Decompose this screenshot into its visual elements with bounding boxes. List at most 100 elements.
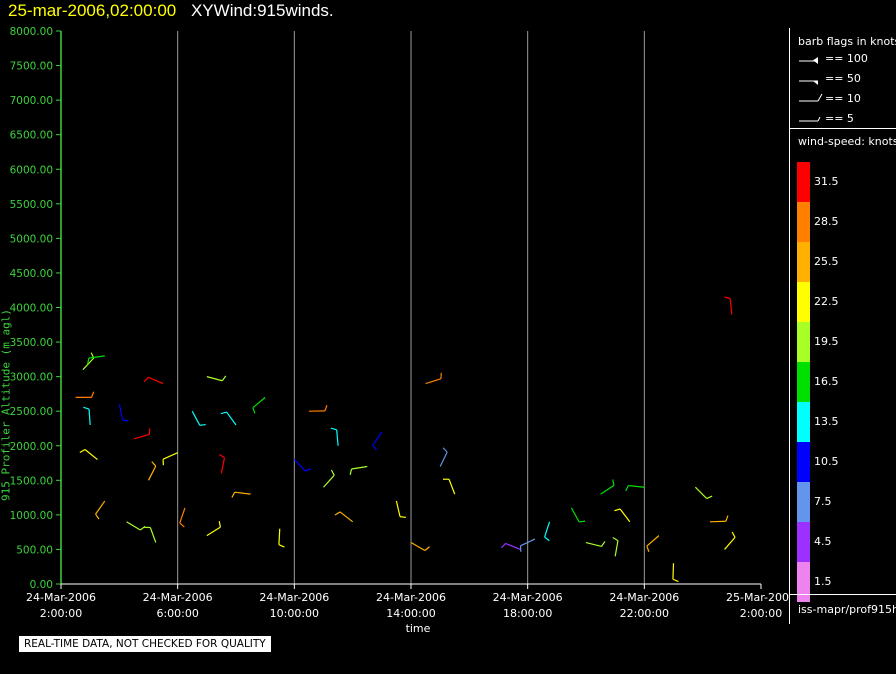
windspeed-label: 7.5 [814, 495, 832, 508]
windspeed-swatch [797, 522, 810, 562]
y-tick-label: 1500.00 [10, 475, 53, 487]
chart-title: 25-mar-2006,02:00:00 XYWind:915winds. [8, 1, 334, 23]
y-tick-label: 8000.00 [10, 26, 53, 38]
wind-barb [147, 461, 157, 481]
wind-barb [330, 427, 339, 446]
legend-divider [790, 128, 896, 129]
wind-barb [75, 391, 95, 398]
y-tick-label: 6500.00 [10, 130, 53, 142]
barb-50-icon [799, 80, 818, 85]
x-tick-label-date: 24-Mar-2006 [493, 591, 563, 604]
windspeed-label: 10.5 [814, 455, 839, 468]
wind-barb [646, 535, 660, 552]
wind-barb [519, 538, 536, 552]
data-source-label: iss-mapr/prof915h [798, 603, 896, 616]
legend-panel: barb flags in knots == 100 == 50 == 10 =… [789, 28, 896, 624]
wind-barb [179, 507, 186, 528]
barb-legend-title: barb flags in knots [798, 35, 896, 48]
y-tick-label: 1000.00 [10, 510, 53, 522]
vertical-gridlines [177, 31, 645, 584]
wind-barb [625, 484, 645, 492]
windspeed-label: 28.5 [814, 215, 839, 228]
wind-barb [278, 528, 285, 548]
x-tick-label-time: 14:00:00 [386, 607, 435, 620]
barb-legend-item-10: == 10 [798, 92, 896, 106]
wind-barb [144, 526, 157, 543]
barb-legend-label: == 10 [825, 92, 861, 105]
wind-barb [252, 396, 266, 414]
wind-barb [694, 486, 713, 500]
wind-barb [231, 491, 251, 498]
windspeed-label: 22.5 [814, 295, 839, 308]
wind-barb [672, 563, 679, 583]
wind-barb [219, 454, 226, 474]
y-tick-label: 5500.00 [10, 199, 53, 211]
windspeed-label: 13.5 [814, 415, 839, 428]
windspeed-label: 4.5 [814, 535, 832, 548]
barb-legend-label: == 100 [825, 52, 868, 65]
wind-barb [614, 508, 631, 523]
x-tick-label-time: 22:00:00 [620, 607, 669, 620]
windspeed-swatch [797, 242, 810, 282]
wind-barb [133, 428, 151, 440]
wind-barb [410, 542, 430, 552]
barb-5-icon [799, 116, 821, 122]
wind-barb [220, 411, 237, 426]
windspeed-swatch [797, 402, 810, 442]
windspeed-label: 31.5 [814, 175, 839, 188]
x-tick-label-date: 24-Mar-2006 [376, 591, 446, 604]
wind-barb [126, 521, 146, 531]
y-tick-label: 2000.00 [10, 441, 53, 453]
title-datetime: 25-mar-2006,02:00:00 [8, 1, 177, 20]
barb-legend-label: == 5 [825, 112, 854, 125]
wind-barb [709, 515, 729, 523]
wind-barb [206, 375, 227, 382]
y-tick-label: 500.00 [16, 544, 53, 556]
wind-barb [372, 431, 383, 451]
wind-barb [544, 521, 551, 542]
windspeed-swatch [797, 482, 810, 522]
wind-barb [585, 541, 606, 547]
windspeed-label: 25.5 [814, 255, 839, 268]
wind-barb [308, 405, 328, 412]
y-tick-label: 4500.00 [10, 268, 53, 280]
windspeed-swatch [797, 162, 810, 202]
axes: 0.00 500.00 1000.00 1500.00 2000.00 2500.00 30… [10, 26, 790, 620]
y-tick-label: 7000.00 [10, 95, 53, 107]
barb-legend-item-5: == 5 [798, 112, 896, 126]
wind-barb [162, 452, 178, 466]
x-tick-label-time: 2:00:00 [40, 607, 82, 620]
wind-barb [349, 465, 368, 475]
y-tick-label: 2500.00 [10, 406, 53, 418]
wind-barb [334, 511, 354, 523]
barb-legend-item-50: == 50 [798, 72, 896, 86]
windspeed-label: 16.5 [814, 375, 839, 388]
windspeed-swatch [797, 562, 810, 602]
wind-barb [86, 355, 105, 365]
wind-barb [724, 296, 733, 315]
x-tick-label-time: 10:00:00 [270, 607, 319, 620]
y-tick-label: 3500.00 [10, 337, 53, 349]
wind-barb [724, 531, 736, 550]
wind-barb [79, 448, 98, 461]
barb-100-icon [799, 57, 818, 64]
wind-barb [570, 507, 586, 523]
wind-barb [425, 372, 442, 385]
wind-barb [293, 459, 312, 472]
y-tick-label: 3000.00 [10, 372, 53, 384]
wind-barb [323, 469, 335, 488]
windspeed-label: 19.5 [814, 335, 839, 348]
wind-barb [118, 404, 129, 422]
title-product-name: XYWind:915winds. [190, 1, 334, 20]
barb-legend-item-100: == 100 [798, 52, 896, 66]
x-tick-label-date: 24-Mar-2006 [609, 591, 679, 604]
y-tick-label: 7500.00 [10, 61, 53, 73]
plot-area: 0.00 500.00 1000.00 1500.00 2000.00 2500.00 30… [10, 26, 790, 620]
x-tick-label-date: 25-Mar-2006 [726, 591, 790, 604]
wind-barb [83, 406, 91, 426]
x-axis-label: time [405, 622, 431, 635]
wind-barb [612, 537, 619, 557]
x-tick-label-time: 2:00:00 [740, 607, 782, 620]
barb-10-icon [799, 93, 823, 102]
windspeed-swatch [797, 202, 810, 242]
